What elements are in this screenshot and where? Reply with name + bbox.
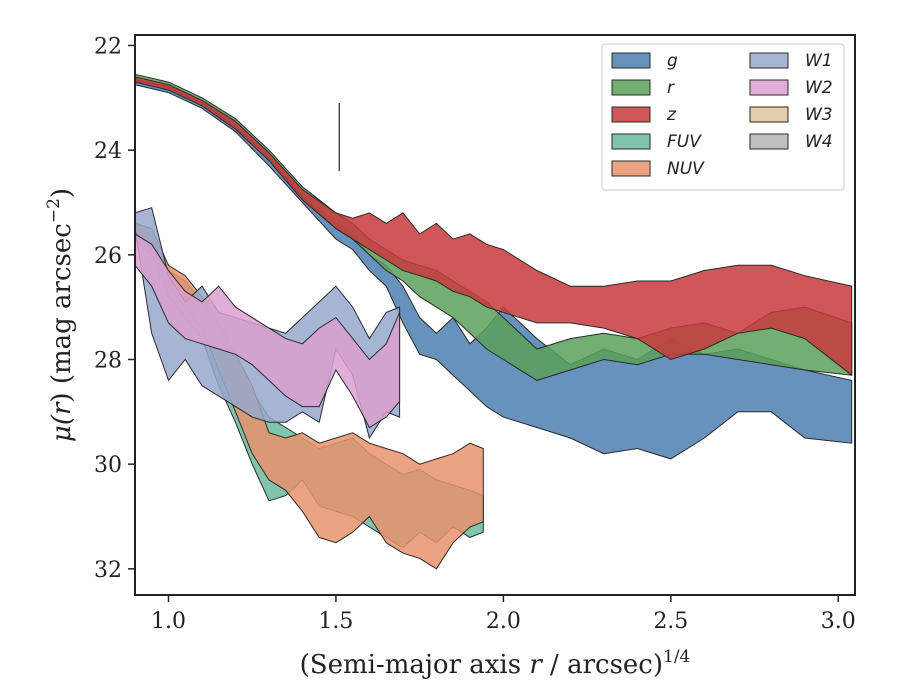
x-tick-label: 2.0 [486,609,521,634]
legend-label: g [667,51,678,71]
legend-label: NUV [667,159,705,179]
legend-label: W3 [805,105,833,125]
legend-item-g: g [611,51,678,71]
y-axis-title-close: ) [47,392,77,402]
legend-swatch [749,133,789,150]
legend: grz FUV NUV W1 W2 W3 W4 [601,43,845,191]
legend-item-w4: W4 [749,132,833,152]
legend-item-w3: W3 [749,105,833,125]
legend-item-nuv: NUV [611,159,705,179]
y-tick-label: 30 [94,453,122,478]
x-axis-title-exponent: 1/4 [663,647,690,667]
legend-label: z [666,105,677,125]
legend-label: W4 [805,132,833,152]
x-tick-label: 3.0 [821,609,856,634]
series-bands [134,73,853,570]
legend-label: W1 [805,51,833,71]
y-axis-title-end: ) [47,188,77,198]
legend-item-fuv: FUV [611,132,702,152]
legend-label: W2 [805,78,833,98]
band-z [134,76,853,377]
plot-frame [134,34,856,596]
y-tick-label: 32 [94,558,122,583]
band-w2 [134,232,401,429]
x-axis-title-var: r [529,650,543,680]
y-axis-title-var: r [47,401,77,415]
y-tick-label: 24 [94,139,122,164]
legend-label: FUV [667,132,702,152]
y-axis-title-exponent: −2 [44,198,64,223]
legend-item-w1: W1 [749,51,833,71]
y-tick-label: 26 [94,244,122,269]
x-tick-label: 2.5 [653,609,688,634]
x-axis: 1.0 1.5 2.0 2.5 3.0 [151,595,856,634]
legend-swatch [749,106,789,123]
legend-swatch [749,52,789,69]
y-axis-title-mu: μ( [47,414,77,442]
x-tick-label: 1.0 [151,609,186,634]
legend-swatch [611,106,651,123]
legend-item-w2: W2 [749,78,833,98]
y-tick-label: 28 [94,348,122,373]
y-tick-label: 22 [94,34,122,59]
legend-item-z: z [611,105,677,125]
x-axis-title-suffix: / arcsec) [542,650,663,680]
legend-swatch [611,133,651,150]
legend-label: r [667,78,675,98]
y-axis-title-unit: (mag arcsec [47,223,77,392]
legend-swatch [611,79,651,96]
x-axis-title: (Semi-major axis r / arcsec)1/4 [300,647,691,680]
y-axis-title: μ(r) (mag arcsec−2) [44,188,77,442]
legend-swatch [611,160,651,177]
x-tick-label: 1.5 [318,609,353,634]
legend-swatch [749,79,789,96]
x-axis-title-prefix: (Semi-major axis [300,650,530,680]
legend-item-r: r [611,78,675,98]
legend-swatch [611,52,651,69]
y-axis: 22 24 26 28 30 32 [94,34,135,583]
